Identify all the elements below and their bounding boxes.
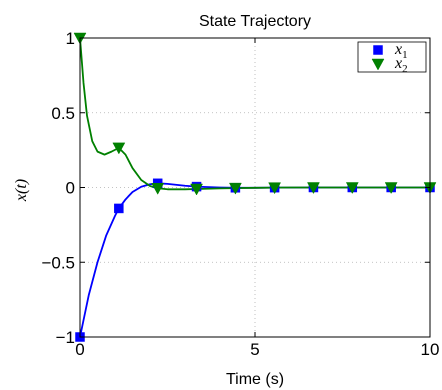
legend-subscript: 2 (402, 63, 408, 75)
y-tick-label: 1 (66, 29, 75, 48)
data-point-x2 (112, 142, 126, 155)
legend-subscript: 1 (402, 49, 408, 61)
x-tick-label: 0 (75, 340, 84, 359)
y-tick-label: 0 (66, 179, 75, 198)
data-point-x2 (307, 182, 320, 195)
data-point-x2 (151, 182, 165, 195)
data-point-x2 (228, 182, 242, 195)
x-axis-label: Time (s) (226, 371, 284, 388)
x-tick-label: 10 (421, 340, 440, 359)
legend-box (357, 41, 427, 73)
data-point-x2 (190, 183, 203, 196)
data-point-x2 (345, 182, 359, 195)
data-point-x1 (114, 203, 124, 214)
x-tick-label: 5 (250, 340, 259, 359)
chart-title: State Trajectory (199, 13, 311, 30)
data-point-x2 (384, 182, 398, 195)
axis-ticks: 0 5 10 −1 −0.5 0 0.5 1 (41, 29, 439, 359)
y-tick-label: −1 (56, 328, 75, 347)
y-axis-label-text: x(t) (13, 179, 30, 202)
data-point-x2 (268, 182, 282, 195)
y-axis-label: x(t) (13, 179, 30, 202)
legend-marker-x2 (371, 58, 385, 71)
legend-marker-x1 (373, 45, 383, 55)
series-line-x2 (79, 37, 430, 191)
y-tick-label: 0.5 (51, 104, 75, 123)
y-tick-label: −0.5 (41, 253, 75, 272)
